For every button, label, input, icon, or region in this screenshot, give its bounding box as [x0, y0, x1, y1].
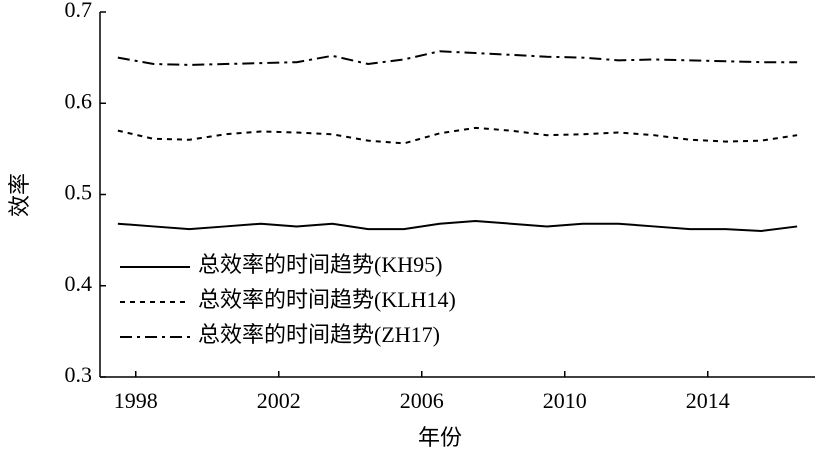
x-axis-label: 年份	[418, 425, 462, 450]
y-axis-label: 效率	[7, 173, 32, 217]
y-tick-label: 0.4	[65, 271, 93, 296]
series-line	[117, 126, 798, 145]
x-tick-label: 2006	[400, 388, 444, 413]
x-tick-label: 2014	[686, 388, 730, 413]
series-line	[117, 50, 798, 66]
series-line	[117, 219, 798, 233]
y-tick-label: 0.7	[65, 0, 93, 22]
y-tick-label: 0.3	[65, 362, 93, 387]
y-tick-label: 0.5	[65, 180, 93, 205]
x-tick-label: 1998	[114, 388, 158, 413]
legend-label: 总效率的时间趋势(KH95)	[198, 252, 442, 277]
y-tick-label: 0.6	[65, 88, 93, 113]
x-tick-label: 2010	[543, 388, 587, 413]
x-tick-label: 2002	[257, 388, 301, 413]
legend-label: 总效率的时间趋势(ZH17)	[198, 322, 440, 347]
legend-label: 总效率的时间趋势(KLH14)	[198, 287, 456, 312]
